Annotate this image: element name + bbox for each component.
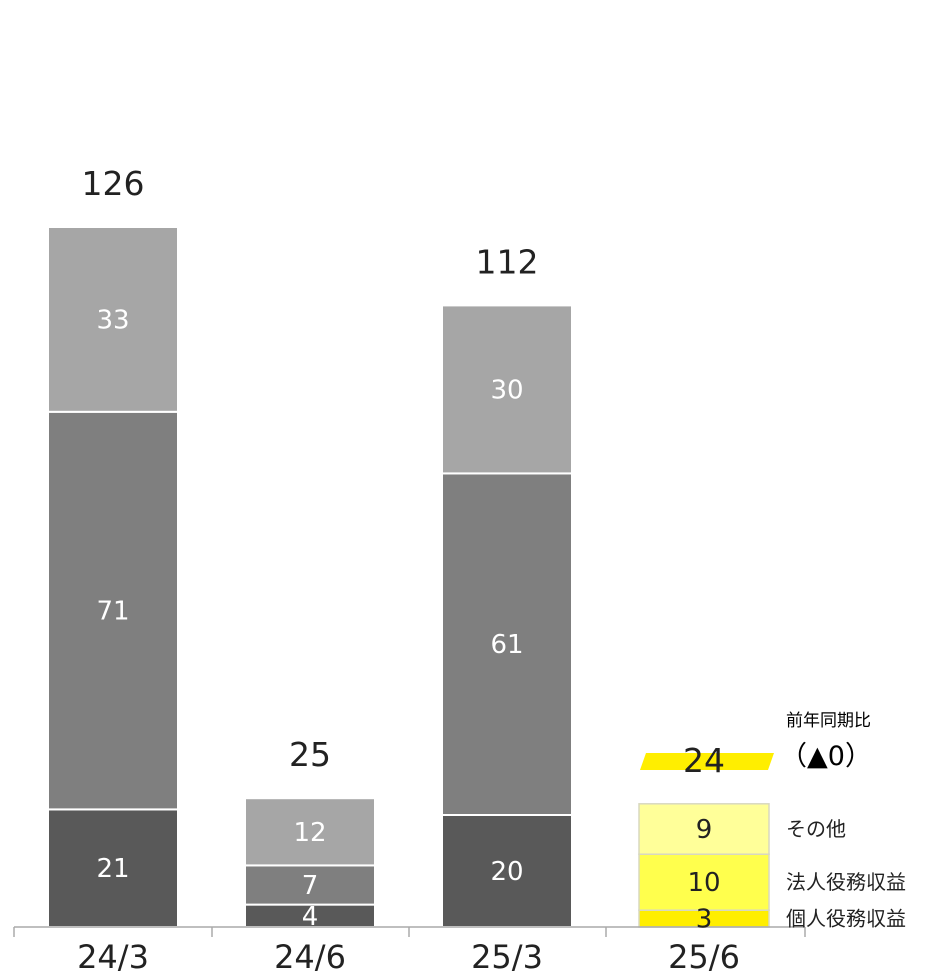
- bar-segment: [638, 803, 770, 855]
- bar-segment: [441, 304, 573, 475]
- total-highlight-marker: [640, 753, 774, 770]
- bar-segment: [47, 226, 179, 413]
- segment-value-label: 10: [687, 868, 720, 898]
- bar-total-label: 25: [289, 735, 331, 774]
- legend-label: 法人役務収益: [786, 870, 906, 894]
- yoy-label: 前年同期比: [786, 711, 871, 731]
- bar-segment: [638, 853, 770, 911]
- segment-value-label: 71: [96, 597, 129, 627]
- x-tick-label: 24/6: [274, 938, 346, 975]
- segment-value-label: 30: [490, 375, 523, 405]
- segment-value-label: 20: [490, 857, 523, 887]
- segment-value-label: 21: [96, 854, 129, 884]
- segment-value-label: 33: [96, 305, 129, 335]
- legend-label: 個人役務収益: [786, 907, 906, 931]
- segment-value-label: 7: [302, 871, 319, 901]
- bar-segment: [47, 410, 179, 811]
- labels-layer: 21 71 33 126 24/3 47 12 25 24/6 20 61 30 112 25/3 3 10 9…: [77, 164, 740, 975]
- yoy-value: （▲0）: [780, 741, 872, 772]
- bars-layer: [47, 226, 770, 929]
- x-tick-label: 25/6: [668, 938, 740, 975]
- segment-value-label: 12: [293, 818, 326, 848]
- bar-total-label: 112: [476, 242, 539, 281]
- segment-value-label: 4: [302, 902, 319, 932]
- bar-total-label: 24: [683, 741, 725, 780]
- yoy-annotation: 前年同期比 （▲0）: [780, 711, 872, 772]
- segment-value-label: 9: [696, 815, 713, 845]
- segment-value-label: 61: [490, 630, 523, 660]
- x-tick-label: 24/3: [77, 938, 149, 975]
- x-tick-label: 25/3: [471, 938, 543, 975]
- bar-segment: [244, 797, 376, 867]
- x-axis: [13, 926, 806, 937]
- legend-label: その他: [786, 817, 846, 841]
- bar-segment: [244, 864, 376, 906]
- bar-total-label: 126: [82, 164, 145, 203]
- segment-value-label: 3: [696, 905, 713, 935]
- bar-segment: [47, 808, 179, 929]
- bar-segment: [441, 472, 573, 816]
